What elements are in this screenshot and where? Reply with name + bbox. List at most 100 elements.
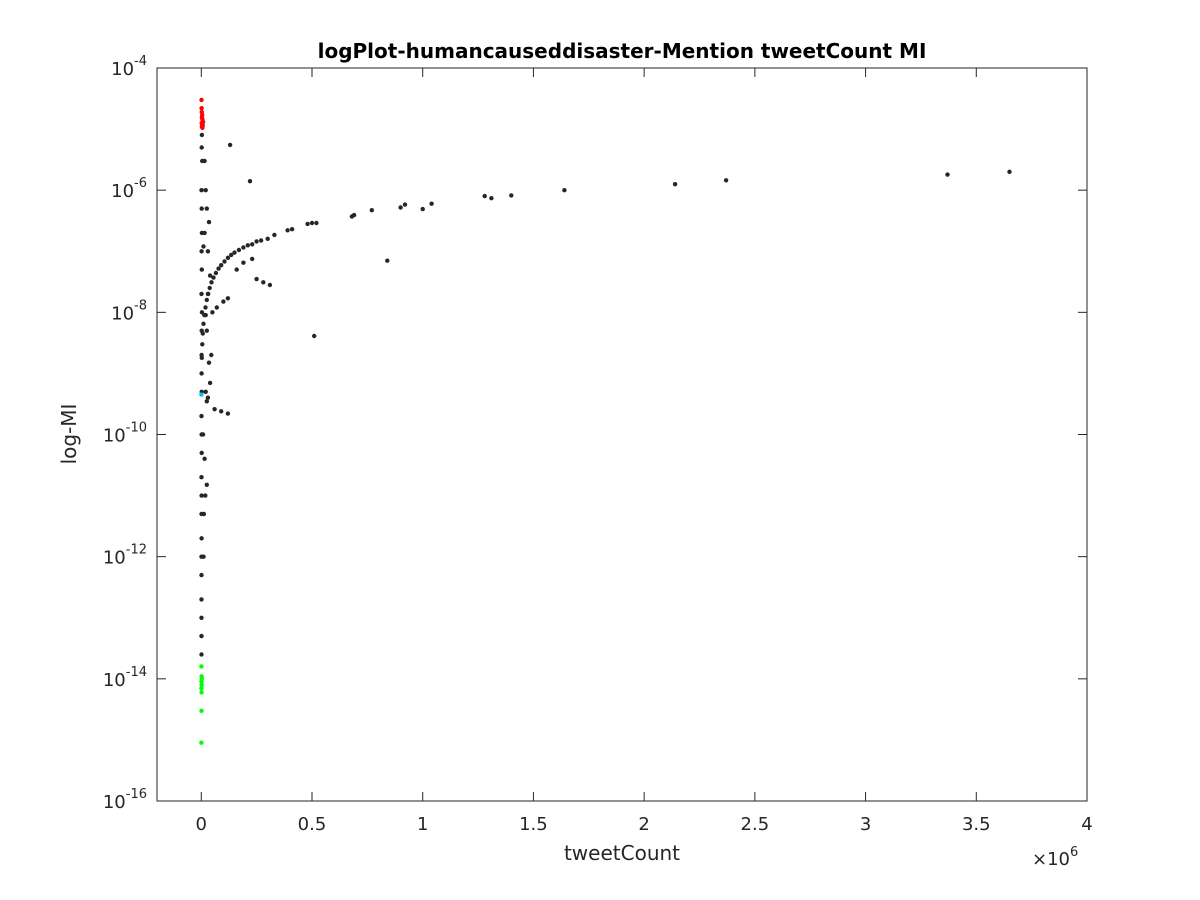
data-point xyxy=(1007,169,1012,174)
data-point xyxy=(201,321,206,326)
data-point xyxy=(199,572,204,578)
data-point xyxy=(200,342,205,347)
data-point xyxy=(199,230,205,236)
data-point xyxy=(207,273,213,278)
x-tick-label: 2.5 xyxy=(741,814,770,835)
data-point xyxy=(199,249,204,254)
data-point xyxy=(199,633,204,639)
data-point xyxy=(199,291,204,297)
data-point xyxy=(229,252,234,258)
data-point xyxy=(199,145,204,150)
data-point xyxy=(429,201,434,206)
data-point xyxy=(225,296,231,301)
x-axis-exponent-power: 6 xyxy=(1070,845,1078,860)
chart-title: logPlot-humancauseddisaster-Mention twee… xyxy=(318,39,927,63)
y-tick-label-exponent: -16 xyxy=(126,787,147,802)
data-point xyxy=(199,132,205,138)
data-point xyxy=(250,242,255,247)
data-point xyxy=(199,686,204,691)
y-tick-label-exponent: -12 xyxy=(126,543,147,558)
series-3 xyxy=(199,392,204,397)
data-point xyxy=(219,263,224,268)
data-point xyxy=(199,392,204,397)
y-tick-label-exponent: -14 xyxy=(126,665,147,680)
x-tick-labels: 0 0.5 1 1.5 2 2.5 3 3.5 4 xyxy=(196,814,1093,835)
data-point xyxy=(285,228,290,233)
plot-frame xyxy=(156,67,1088,802)
data-point xyxy=(250,256,255,262)
data-point xyxy=(199,432,204,437)
data-point xyxy=(199,413,204,419)
y-tick-label-exponent: -10 xyxy=(126,421,147,436)
data-point xyxy=(241,245,246,250)
data-point xyxy=(199,652,204,657)
data-point xyxy=(207,285,212,291)
y-tick-label: 10-8 xyxy=(111,298,147,324)
data-point xyxy=(214,305,219,310)
plot-area xyxy=(157,68,1087,801)
data-point xyxy=(204,206,209,211)
data-point xyxy=(265,236,270,241)
data-point xyxy=(314,220,319,226)
data-point xyxy=(206,219,212,225)
series-1 xyxy=(199,97,206,130)
data-point xyxy=(225,411,231,416)
data-point xyxy=(199,493,204,498)
x-tick-label: 1.5 xyxy=(519,814,548,835)
y-tick-label-exponent: -6 xyxy=(134,176,147,191)
y-tick-label-exponent: -8 xyxy=(134,298,147,313)
data-point xyxy=(261,280,266,285)
data-point xyxy=(199,690,204,695)
series-2 xyxy=(199,664,204,745)
data-point xyxy=(204,297,209,303)
data-point xyxy=(199,536,204,541)
y-tick-label: 10-12 xyxy=(103,543,147,569)
data-point xyxy=(723,178,729,183)
data-point xyxy=(420,206,425,212)
data-point xyxy=(203,389,208,394)
data-point xyxy=(305,221,310,227)
data-point xyxy=(222,259,227,264)
data-point xyxy=(489,196,494,201)
data-point xyxy=(206,360,212,365)
data-point xyxy=(199,352,204,358)
data-point xyxy=(205,249,211,254)
x-tick-label: 3 xyxy=(860,814,871,835)
data-point xyxy=(385,258,390,263)
x-axis-exponent: ×106 xyxy=(1032,845,1078,870)
data-point xyxy=(199,740,204,745)
data-point xyxy=(225,255,231,260)
data-point xyxy=(227,142,233,148)
data-point xyxy=(199,328,204,333)
data-point xyxy=(199,310,205,315)
data-point xyxy=(200,125,205,130)
x-axis-exponent-base: ×10 xyxy=(1032,849,1070,870)
y-tick-label-base: 10 xyxy=(103,670,126,691)
data-point xyxy=(221,299,226,304)
data-point xyxy=(203,305,208,310)
data-point xyxy=(204,399,209,404)
data-point xyxy=(199,188,204,193)
x-tick-label: 4 xyxy=(1081,814,1092,835)
data-point xyxy=(369,208,374,213)
data-point xyxy=(254,239,259,244)
data-point xyxy=(482,193,487,199)
data-point xyxy=(199,267,204,272)
data-point xyxy=(267,282,273,288)
data-point xyxy=(232,250,237,255)
data-point xyxy=(207,380,213,386)
x-tick-label: 3.5 xyxy=(962,814,991,835)
data-point xyxy=(398,205,403,210)
data-point xyxy=(199,206,204,211)
data-point xyxy=(209,352,214,358)
y-tick-label-base: 10 xyxy=(111,59,134,80)
data-point xyxy=(203,493,208,498)
x-tick-label: 1 xyxy=(417,814,428,835)
data-point xyxy=(199,97,204,103)
data-point xyxy=(199,682,204,687)
data-point xyxy=(205,291,211,297)
y-tick-label: 10-4 xyxy=(111,54,147,80)
data-point xyxy=(202,456,207,461)
x-axis-title: tweetCount xyxy=(564,841,680,865)
data-point xyxy=(199,511,204,517)
